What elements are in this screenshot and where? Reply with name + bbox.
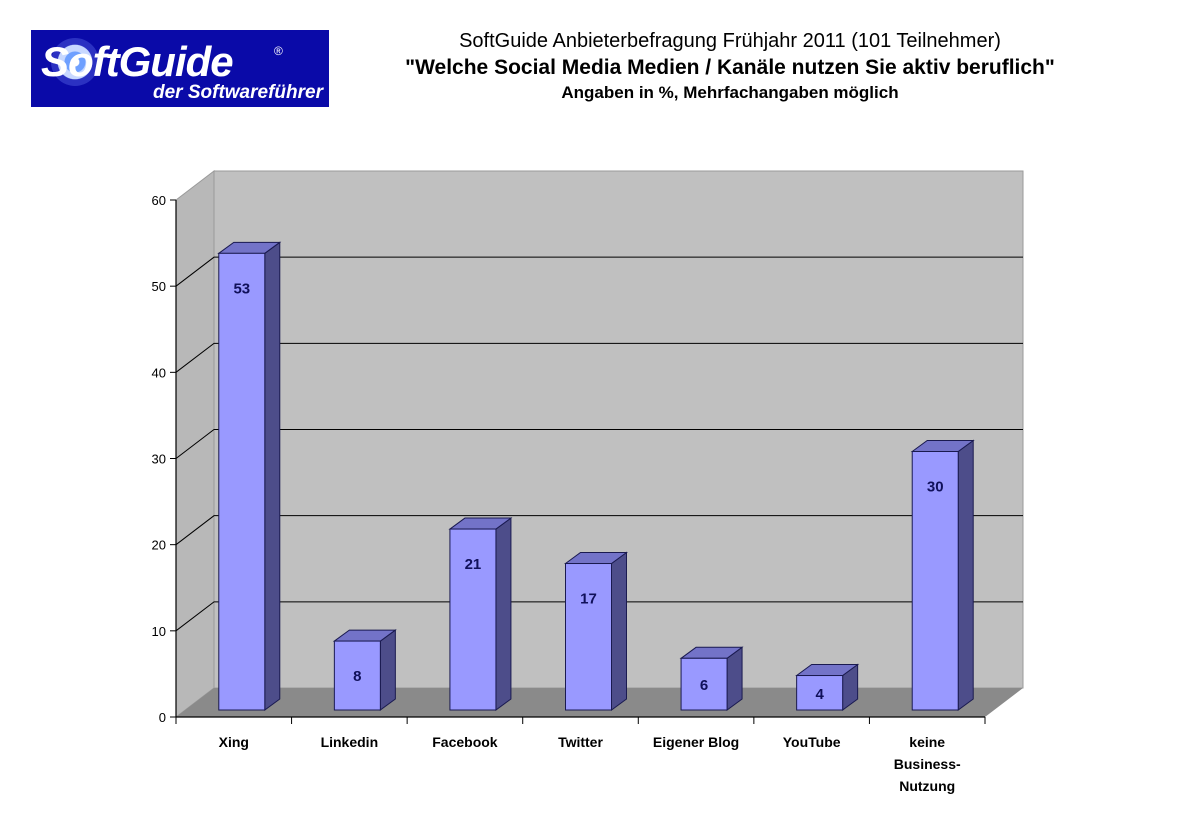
data-label: 8 (353, 668, 361, 685)
data-label: 30 (927, 479, 944, 496)
gridline (175, 515, 1023, 546)
bar: 8 (332, 629, 397, 711)
bar: 21 (448, 517, 513, 711)
x-category-label: Eigener Blog (653, 734, 739, 750)
bar-side (957, 439, 974, 711)
data-label: 6 (700, 677, 708, 694)
bars: 53 8 21 17 6 4 30 (217, 241, 975, 711)
x-category-label: Twitter (558, 734, 603, 750)
cd-disc-icon (51, 38, 99, 86)
bar-front (333, 640, 381, 711)
gridline (175, 256, 1023, 287)
bar-side (264, 241, 281, 711)
data-label: 21 (465, 556, 482, 573)
bar-front (218, 252, 266, 711)
y-tick-label: 10 (152, 624, 166, 639)
x-category-label: YouTube (783, 734, 841, 750)
gridlines (175, 256, 1023, 632)
data-label: 53 (233, 280, 250, 297)
y-tick-label: 30 (152, 452, 166, 467)
bar: 4 (795, 663, 860, 711)
data-label: 4 (815, 686, 824, 703)
logo-brand: SoftGuide (41, 38, 234, 85)
chart-title-block: SoftGuide Anbieterbefragung Frühjahr 201… (360, 28, 1100, 105)
bar-side (611, 551, 627, 711)
y-tick-label: 20 (152, 538, 166, 553)
data-label: 17 (580, 591, 597, 608)
bar-front (680, 657, 728, 711)
chart-question: "Welche Social Media Medien / Kanäle nut… (405, 56, 1055, 79)
bar: 53 (217, 241, 282, 711)
x-category-label: Nutzung (899, 778, 955, 794)
y-tick-label: 0 (159, 710, 166, 725)
registered-mark: ® (274, 44, 283, 58)
logo-tagline: der Softwareführer (153, 82, 323, 103)
bar-side (495, 517, 512, 711)
axes: 0 10 20 30 40 50 60 Xing Linkedin Facebook Twitter… (152, 193, 986, 794)
y-tick-label: 60 (152, 193, 166, 208)
bar: 6 (679, 646, 744, 711)
x-category-label: Xing (219, 734, 249, 750)
softguide-logo: SoftGuide ® der Softwareführer (31, 30, 329, 107)
chart-subtitle: Angaben in %, Mehrfachangaben möglich (561, 83, 899, 102)
bar-front (449, 528, 497, 711)
y-tick-label: 40 (152, 365, 166, 380)
bar-side (379, 629, 396, 711)
chart-title: SoftGuide Anbieterbefragung Frühjahr 201… (459, 30, 1001, 52)
gridline (175, 429, 1023, 459)
gridline (175, 342, 1023, 373)
x-category-label: Business- (894, 756, 961, 772)
bar: 30 (910, 439, 975, 711)
bar: 17 (563, 551, 629, 711)
gridline (175, 601, 1023, 632)
bar-front (911, 451, 959, 711)
bar-front (565, 563, 612, 711)
x-category-label: Facebook (432, 734, 498, 750)
bar-front (796, 675, 844, 711)
x-category-label: keine (909, 734, 945, 750)
x-category-label: Linkedin (321, 734, 379, 750)
y-tick-label: 50 (152, 279, 166, 294)
